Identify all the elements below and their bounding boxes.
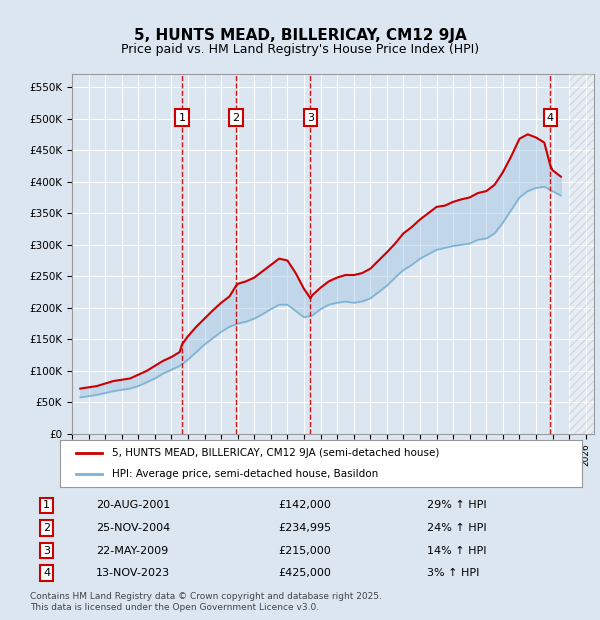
Text: Contains HM Land Registry data © Crown copyright and database right 2025.
This d: Contains HM Land Registry data © Crown c… (30, 592, 382, 611)
Bar (569, 74, 594, 434)
Text: HPI: Average price, semi-detached house, Basildon: HPI: Average price, semi-detached house,… (112, 469, 379, 479)
Text: 3% ↑ HPI: 3% ↑ HPI (427, 569, 480, 578)
Text: 3: 3 (43, 546, 50, 556)
Text: 22-MAY-2009: 22-MAY-2009 (96, 546, 169, 556)
Text: 2: 2 (232, 113, 239, 123)
Text: 5, HUNTS MEAD, BILLERICAY, CM12 9JA: 5, HUNTS MEAD, BILLERICAY, CM12 9JA (134, 28, 466, 43)
Text: £142,000: £142,000 (278, 500, 331, 510)
Text: 2: 2 (43, 523, 50, 533)
Bar (569, 74, 594, 434)
Text: Price paid vs. HM Land Registry's House Price Index (HPI): Price paid vs. HM Land Registry's House … (121, 43, 479, 56)
Text: £234,995: £234,995 (278, 523, 332, 533)
Text: 24% ↑ HPI: 24% ↑ HPI (427, 523, 487, 533)
Text: 1: 1 (179, 113, 185, 123)
Text: £425,000: £425,000 (278, 569, 331, 578)
Text: 1: 1 (43, 500, 50, 510)
Text: 4: 4 (43, 569, 50, 578)
Text: 14% ↑ HPI: 14% ↑ HPI (427, 546, 487, 556)
Text: 29% ↑ HPI: 29% ↑ HPI (427, 500, 487, 510)
Text: 20-AUG-2001: 20-AUG-2001 (96, 500, 170, 510)
Text: 5, HUNTS MEAD, BILLERICAY, CM12 9JA (semi-detached house): 5, HUNTS MEAD, BILLERICAY, CM12 9JA (sem… (112, 448, 440, 458)
Text: 25-NOV-2004: 25-NOV-2004 (96, 523, 170, 533)
Text: 13-NOV-2023: 13-NOV-2023 (96, 569, 170, 578)
Text: £215,000: £215,000 (278, 546, 331, 556)
Text: 4: 4 (547, 113, 554, 123)
Text: 3: 3 (307, 113, 314, 123)
